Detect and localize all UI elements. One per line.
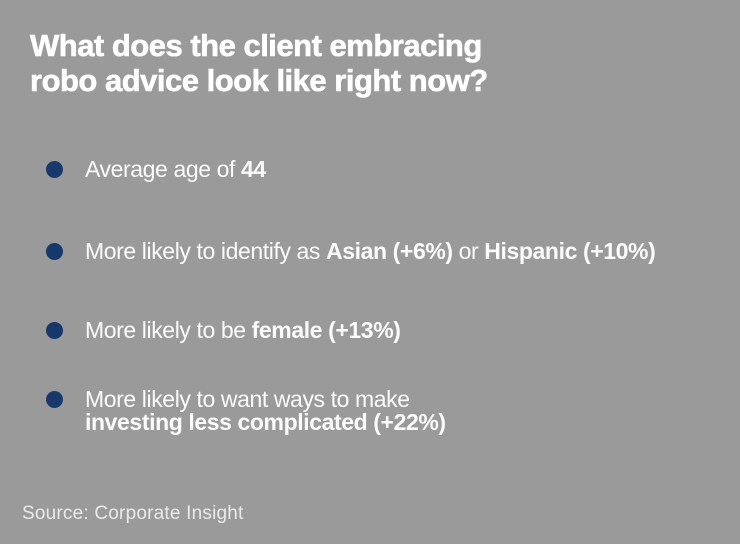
list-item: More likely to identify as Asian (+6%) o… [46,238,656,264]
page-title-line2: robo advice look like right now? [30,63,489,99]
bullet-dot-icon [46,161,63,178]
bullet-text: More likely to be female (+13%) [85,317,401,343]
bullet-text: More likely to want ways to make investin… [85,386,446,435]
page-title-line1: What does the client embracing [30,28,483,64]
page-title: What does the client embracing robo advi… [30,28,489,99]
list-item: More likely to be female (+13%) [46,319,401,342]
bullet-list: Average age of 44 More likely to identify… [46,0,740,544]
bullet-dot-icon [46,391,63,408]
bullet-text: Average age of 44 [85,156,266,182]
bullet-dot-icon [46,322,63,339]
list-item: More likely to want ways to make investin… [46,388,446,434]
bullet-text: More likely to identify as Asian (+6%) o… [85,238,656,264]
list-item: Average age of 44 [46,158,266,181]
source-attribution: Source: Corporate Insight [22,503,244,524]
bullet-dot-icon [46,243,63,260]
